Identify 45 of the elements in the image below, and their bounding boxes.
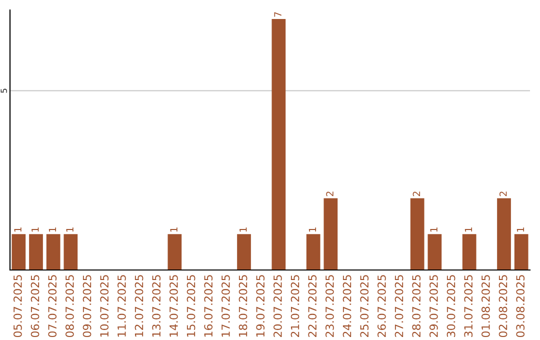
data-label: 1 xyxy=(170,227,178,232)
data-label: 2 xyxy=(499,192,507,196)
x-tick-label: 20.07.2025 xyxy=(273,275,282,337)
x-tick-label: 26.07.2025 xyxy=(377,275,386,337)
x-tick-label: 08.07.2025 xyxy=(65,275,74,338)
data-label: 1 xyxy=(240,227,247,232)
x-tick-label: 03.08.2025 xyxy=(516,275,525,338)
data-label: 1 xyxy=(464,227,472,232)
x-tick-label: 02.08.2025 xyxy=(498,275,508,338)
x-tick-label: 22.07.2025 xyxy=(308,275,317,337)
data-label: 1 xyxy=(66,227,74,232)
x-tick-label: 27.07.2025 xyxy=(394,275,404,337)
data-label: 7 xyxy=(274,12,282,17)
x-tick-label: 10.07.2025 xyxy=(100,275,109,337)
x-tick-label: 19.07.2025 xyxy=(256,275,265,337)
x-tick-label: 25.07.2025 xyxy=(360,275,369,337)
x-tick-label: 17.07.2025 xyxy=(221,275,230,337)
x-tick-label: 05.07.2025 xyxy=(13,275,22,338)
data-label: 1 xyxy=(308,227,316,232)
data-label: 1 xyxy=(32,227,39,232)
x-tick-label: 29.07.2025 xyxy=(429,275,438,337)
x-tick-label: 16.07.2025 xyxy=(204,275,213,337)
x-tick-label: 24.07.2025 xyxy=(342,275,352,337)
x-tick-label: 11.07.2025 xyxy=(117,275,126,337)
x-tick-label: 31.07.2025 xyxy=(464,275,473,337)
x-tick-label: 30.07.2025 xyxy=(446,275,456,337)
x-tick-label: 18.07.2025 xyxy=(238,275,248,337)
y-tick-label: 5 xyxy=(0,88,7,93)
data-label: 2 xyxy=(326,192,334,196)
x-tick-label: 28.07.2025 xyxy=(412,275,421,337)
x-tick-label: 09.07.2025 xyxy=(82,275,92,338)
x-tick-label: 14.07.2025 xyxy=(169,275,178,337)
x-tick-label: 06.07.2025 xyxy=(30,275,40,338)
x-tick-label: 13.07.2025 xyxy=(152,275,161,337)
x-tick-label: 01.08.2025 xyxy=(481,275,490,338)
data-label: 2 xyxy=(412,192,420,196)
x-tick-label: 21.07.2025 xyxy=(290,275,300,337)
data-label: 1 xyxy=(430,227,438,232)
data-label: 1 xyxy=(516,227,524,232)
x-tick-label: 23.07.2025 xyxy=(325,275,334,337)
x-tick-label: 12.07.2025 xyxy=(134,275,144,337)
x-tick-label: 07.07.2025 xyxy=(48,275,57,338)
data-label: 1 xyxy=(48,227,56,232)
x-tick-label: 15.07.2025 xyxy=(186,275,196,337)
data-label: 1 xyxy=(14,227,22,232)
